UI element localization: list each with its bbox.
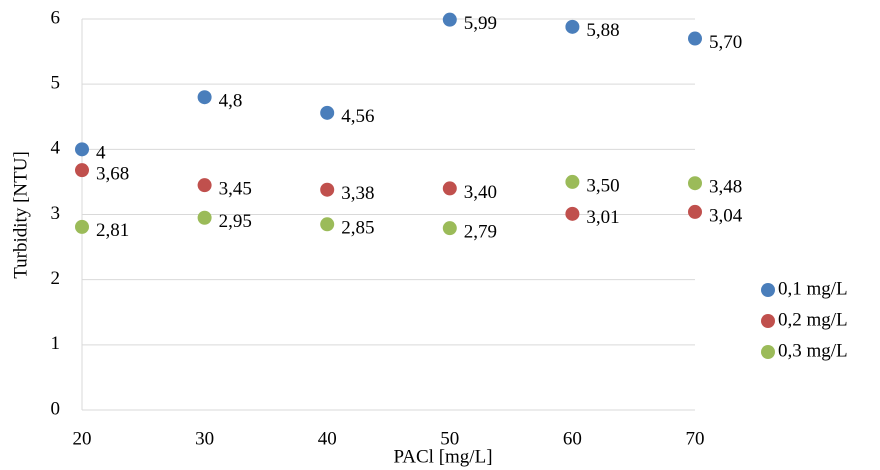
- point: [320, 105, 335, 120]
- y-tick-label: 4: [51, 138, 61, 159]
- data-label: 3,38: [341, 183, 374, 204]
- data-label: 3,04: [709, 205, 743, 226]
- point: [688, 176, 702, 191]
- x-tick-label: 60: [563, 428, 582, 449]
- data-label: 4: [96, 143, 106, 164]
- data-label: 3,50: [586, 175, 619, 196]
- y-tick-label: 2: [51, 268, 61, 289]
- data-label: 2,95: [219, 211, 252, 232]
- point: [75, 219, 89, 234]
- x-tick-label: 20: [73, 428, 92, 449]
- data-label: 4,8: [219, 91, 243, 112]
- point: [442, 181, 457, 196]
- y-tick-label: 3: [51, 203, 61, 224]
- data-label: 3,48: [709, 177, 742, 198]
- data-label: 4,56: [341, 106, 374, 127]
- data-label: 5,99: [464, 13, 497, 34]
- data-label: 2,81: [96, 220, 129, 241]
- legend-marker: [761, 283, 775, 297]
- x-tick-label: 70: [686, 428, 705, 449]
- y-tick-label: 5: [51, 73, 61, 94]
- data-label: 2,79: [464, 222, 497, 243]
- data-label: 3,01: [586, 207, 619, 228]
- data-label: 3,68: [96, 164, 129, 185]
- legend-label: 0,2 mg/L: [778, 309, 848, 330]
- data-label: 5,88: [586, 20, 619, 41]
- data-label: 3,40: [464, 182, 497, 203]
- data-label: 3,45: [219, 179, 252, 200]
- legend-label: 0,1 mg/L: [778, 278, 848, 299]
- point: [565, 19, 580, 34]
- point: [75, 163, 89, 178]
- data-label: 5,70: [709, 32, 742, 53]
- legend-marker: [761, 345, 775, 359]
- point: [565, 206, 580, 221]
- y-axis-title: Turbidity [NTU]: [10, 151, 31, 279]
- y-tick-label: 6: [51, 7, 61, 28]
- y-tick-label: 0: [51, 398, 61, 419]
- point: [565, 174, 580, 189]
- point: [75, 142, 89, 157]
- legend-marker: [761, 314, 775, 328]
- x-axis-title: PACl [mg/L]: [393, 446, 492, 467]
- point: [688, 31, 702, 46]
- x-tick-label: 30: [195, 428, 214, 449]
- legend-label: 0,3 mg/L: [778, 340, 848, 361]
- point: [442, 12, 457, 27]
- point: [688, 204, 702, 219]
- x-tick-label: 50: [440, 428, 459, 449]
- point: [197, 90, 212, 105]
- point: [197, 210, 212, 225]
- point: [320, 217, 335, 232]
- point: [442, 221, 457, 236]
- y-tick-label: 1: [51, 333, 61, 354]
- data-label: 2,85: [341, 218, 374, 239]
- point: [197, 178, 212, 193]
- point: [320, 182, 335, 197]
- x-tick-label: 40: [318, 428, 337, 449]
